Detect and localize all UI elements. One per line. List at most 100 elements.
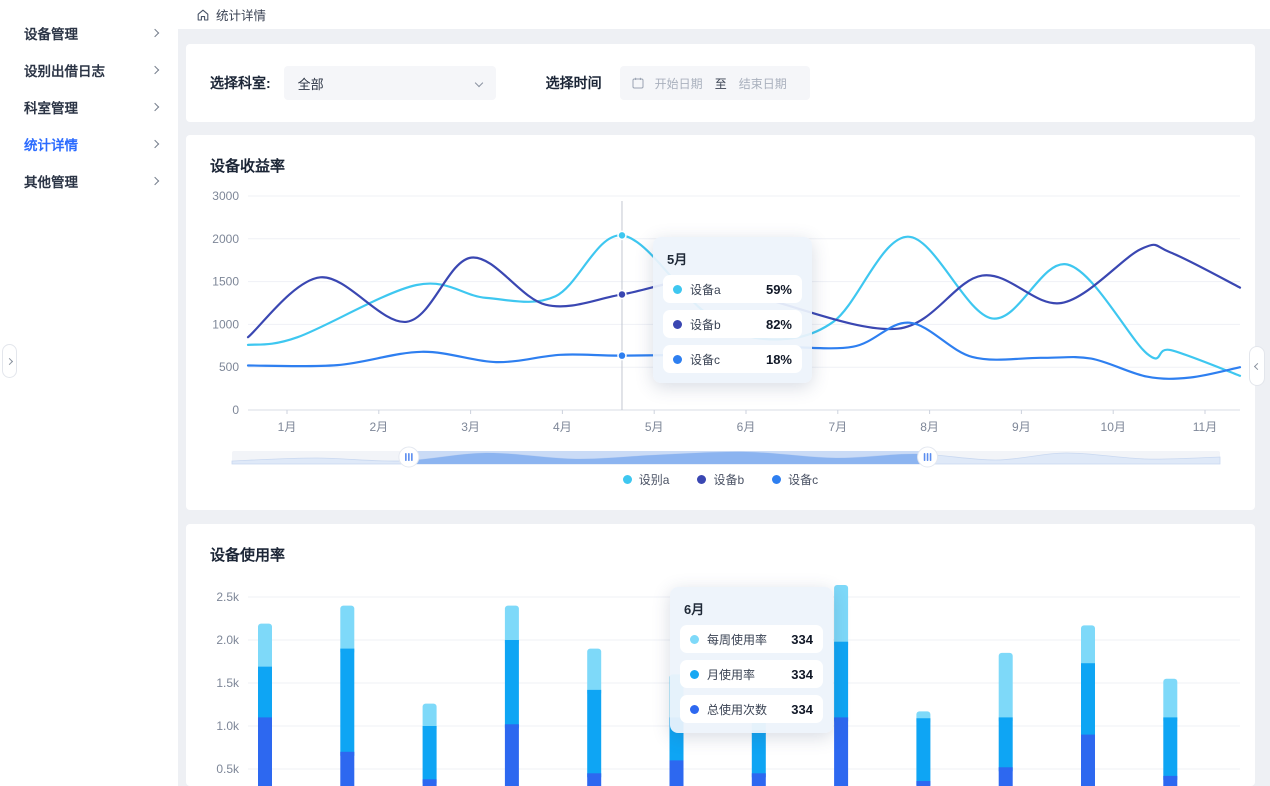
sidebar-item-label: 其他管理 bbox=[24, 174, 78, 190]
chevron-right-icon bbox=[5, 357, 14, 365]
series-dot-icon bbox=[690, 634, 699, 644]
hover-point-icon bbox=[617, 350, 627, 361]
tooltip-row: 设备b 82% bbox=[663, 310, 802, 338]
tooltip-series-value: 18% bbox=[765, 351, 792, 367]
sidebar-item-department-management[interactable]: 科室管理 bbox=[0, 88, 178, 125]
bar-1月[interactable] bbox=[258, 623, 272, 786]
x-axis-tick-label: 8月 bbox=[920, 420, 939, 434]
bar-8月[interactable] bbox=[834, 584, 849, 786]
tooltip-series-label: 设备b bbox=[690, 317, 721, 332]
tooltip-series-label: 总使用次数 bbox=[707, 702, 768, 717]
y-axis-tick-label: 2000 bbox=[212, 232, 239, 246]
sidebar-item-label: 科室管理 bbox=[24, 100, 78, 116]
x-axis-tick-label: 7月 bbox=[828, 420, 847, 434]
tooltip-row: 设备a 59% bbox=[663, 275, 802, 303]
chevron-right-icon bbox=[150, 176, 160, 185]
sidebar-item-label: 设备管理 bbox=[24, 26, 78, 42]
content: 选择科室: 全部 选择时间 开始日期 至 bbox=[178, 29, 1270, 786]
tooltip-series-label: 设备a bbox=[690, 282, 721, 297]
tooltip-series-label: 月使用率 bbox=[707, 667, 756, 682]
bar-12月[interactable] bbox=[1163, 678, 1178, 786]
bar-4月[interactable] bbox=[504, 605, 519, 786]
sidebar-nav: 设备管理 设别出借日志 科室管理 统计详情 其他管理 bbox=[0, 0, 178, 199]
y-axis-tick-label: 1500 bbox=[212, 275, 239, 289]
legend-item-2[interactable]: 设备c bbox=[772, 471, 818, 488]
x-axis-tick-label: 3月 bbox=[461, 420, 480, 434]
bar-2月[interactable] bbox=[340, 605, 355, 786]
line-chart-tooltip: 5月 设备a 59% 设备b 82% 设备c 18% bbox=[653, 237, 812, 383]
bar-10月[interactable] bbox=[998, 652, 1013, 786]
grip-lines-icon bbox=[408, 453, 410, 461]
tooltip-series-label: 设备c bbox=[690, 352, 721, 367]
bar-5月[interactable] bbox=[587, 648, 602, 786]
legend-label: 设备b bbox=[713, 473, 745, 487]
chevron-right-icon bbox=[150, 28, 160, 37]
sidebar-item-statistics-detail[interactable]: 统计详情 bbox=[0, 125, 178, 162]
chevron-right-icon bbox=[150, 139, 160, 148]
y-axis-tick-label: 500 bbox=[219, 360, 239, 374]
tooltip-row: 总使用次数 334 bbox=[680, 695, 823, 723]
legend-item-0[interactable]: 设别a bbox=[622, 471, 669, 488]
legend-dot-icon bbox=[772, 475, 782, 484]
y-axis-tick-label: 0 bbox=[232, 403, 239, 417]
department-select[interactable]: 全部 bbox=[283, 66, 496, 100]
end-date-input[interactable]: 结束日期 bbox=[738, 76, 787, 91]
time-filter-label: 选择时间 bbox=[545, 75, 602, 91]
sidebar: 设备管理 设别出借日志 科室管理 统计详情 其他管理 bbox=[0, 0, 178, 786]
breadcrumb: 统计详情 bbox=[216, 9, 267, 23]
date-range-picker[interactable]: 开始日期 至 结束日期 bbox=[619, 66, 810, 100]
series-dot-icon bbox=[673, 284, 682, 294]
tooltip-header: 5月 bbox=[667, 252, 688, 267]
sidebar-item-other-management[interactable]: 其他管理 bbox=[0, 162, 178, 199]
department-select-value: 全部 bbox=[297, 76, 324, 92]
bar-3月[interactable] bbox=[422, 703, 437, 786]
sidebar-item-lending-log[interactable]: 设别出借日志 bbox=[0, 51, 178, 88]
x-axis-tick-label: 9月 bbox=[1012, 420, 1031, 434]
panel-collapse-button[interactable] bbox=[1249, 346, 1265, 386]
y-axis-tick-label: 2.0k bbox=[216, 633, 240, 647]
tooltip-series-value: 59% bbox=[765, 281, 792, 297]
sidebar-item-label: 设别出借日志 bbox=[24, 63, 105, 79]
datazoom-handle-left[interactable] bbox=[398, 446, 420, 468]
sidebar-expand-button[interactable] bbox=[2, 344, 17, 378]
x-axis-tick-label: 11月 bbox=[1193, 420, 1217, 434]
tooltip-row: 设备c 18% bbox=[663, 345, 802, 373]
sidebar-item-label: 统计详情 bbox=[24, 137, 78, 153]
start-date-input[interactable]: 开始日期 bbox=[654, 76, 703, 91]
date-to-label: 至 bbox=[714, 76, 727, 91]
grip-lines-icon bbox=[926, 453, 929, 461]
tooltip-series-value: 334 bbox=[791, 631, 813, 647]
chart-title: 设备使用率 bbox=[210, 547, 286, 564]
tooltip-series-value: 334 bbox=[791, 701, 813, 717]
filter-card: 选择科室: 全部 选择时间 开始日期 至 bbox=[186, 44, 1255, 122]
tooltip-series-value: 82% bbox=[765, 316, 792, 332]
hover-point-icon bbox=[617, 289, 627, 300]
sidebar-item-device-management[interactable]: 设备管理 bbox=[0, 14, 178, 51]
series-dot-icon bbox=[690, 704, 699, 714]
x-axis-tick-label: 10月 bbox=[1101, 420, 1126, 434]
chevron-left-icon bbox=[1253, 362, 1261, 370]
x-axis-tick-label: 2月 bbox=[369, 420, 388, 434]
x-axis-tick-label: 1月 bbox=[278, 420, 297, 434]
x-axis-tick-label: 6月 bbox=[737, 420, 756, 434]
grip-lines-icon bbox=[411, 453, 413, 461]
datazoom-handle-right[interactable] bbox=[917, 446, 939, 468]
revenue-rate-chart-card: 设备收益率 3000 2000 1500 1000 500 0 1月 2月 3月 4月 5月 6月 7月… bbox=[186, 135, 1255, 510]
grip-lines-icon bbox=[923, 453, 926, 461]
bar-11月[interactable] bbox=[1081, 625, 1095, 786]
chart-legend: 设别a 设备b 设备c bbox=[186, 471, 1255, 488]
y-axis-tick-label: 1000 bbox=[212, 317, 239, 331]
tooltip-header: 6月 bbox=[684, 602, 705, 617]
series-dot-icon bbox=[673, 354, 682, 364]
series-dot-icon bbox=[690, 669, 699, 679]
tooltip-row: 月使用率 334 bbox=[680, 660, 823, 688]
chart-title: 设备收益率 bbox=[210, 158, 286, 175]
bar-9月[interactable] bbox=[916, 711, 931, 786]
y-axis-tick-label: 1.0k bbox=[216, 719, 240, 733]
hover-point-icon bbox=[617, 230, 627, 241]
x-axis-tick-label: 4月 bbox=[553, 420, 572, 434]
tooltip-series-value: 334 bbox=[791, 666, 813, 682]
y-axis-tick-label: 1.5k bbox=[216, 676, 240, 690]
legend-item-1[interactable]: 设备b bbox=[697, 471, 744, 488]
